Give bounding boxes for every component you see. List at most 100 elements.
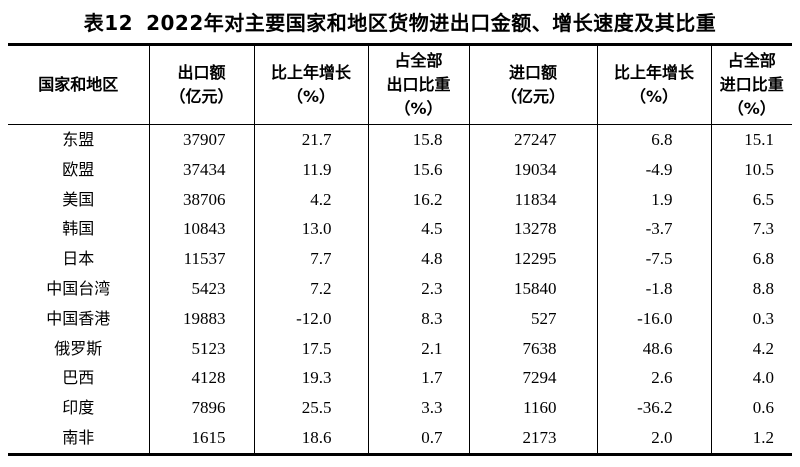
region-cell: 韩国	[8, 214, 150, 245]
import-amount-cell: 1160	[469, 393, 598, 423]
table-row: 欧盟 37434 11.9 15.6 19034 -4.9 10.5	[8, 154, 792, 185]
import-share-cell: 1.2	[752, 427, 774, 447]
table-row: 巴西 4128 19.3 1.7 7294 2.6 4.0	[8, 363, 792, 394]
import-share-cell: 10.5	[744, 159, 774, 179]
import-share-cell: 6.8	[752, 249, 774, 269]
data-table: 国家和地区 出口额 （亿元） 比上年增长 （%） 占全部 出口比重 （%） 进口…	[8, 43, 792, 456]
header-line: 占全部	[394, 51, 443, 70]
header-line: 比上年增长	[270, 63, 351, 82]
header-import-share: 占全部 进口比重 （%）	[711, 45, 792, 125]
import-share-cell: 0.3	[752, 308, 774, 328]
export-growth-cell: 17.5	[254, 333, 369, 364]
region-cell: 日本	[8, 244, 150, 274]
import-amount-cell: 13278	[469, 214, 598, 245]
region-cell: 印度	[8, 393, 150, 423]
export-amount-cell: 4128	[149, 363, 255, 394]
export-share-cell: 3.3	[368, 393, 470, 423]
export-amount-cell: 38706	[149, 184, 255, 215]
export-share-cell: 8.3	[368, 303, 470, 334]
header-line: 占全部	[727, 51, 776, 70]
import-amount-cell: 11834	[469, 184, 598, 215]
header-line: 比上年增长	[613, 63, 694, 82]
import-growth-cell: -4.9	[597, 154, 712, 185]
export-amount-cell: 1615	[149, 422, 255, 455]
table-row: 中国台湾 5423 7.2 2.3 15840 -1.8 8.8	[8, 273, 792, 304]
import-growth-cell: 6.8	[597, 124, 712, 155]
export-share-cell: 1.7	[368, 363, 470, 394]
export-share-cell: 2.1	[368, 333, 470, 364]
export-amount-cell: 5423	[149, 273, 255, 304]
export-share-cell: 4.5	[368, 214, 470, 245]
header-export-growth: 比上年增长 （%）	[254, 44, 369, 125]
export-share-cell: 15.8	[368, 124, 470, 155]
import-amount-cell: 7638	[469, 333, 598, 364]
import-growth-cell: 1.9	[597, 184, 712, 215]
region-cell: 南非	[8, 422, 150, 455]
import-amount-cell: 527	[469, 303, 598, 334]
export-growth-cell: 4.2	[254, 184, 369, 215]
export-share-cell: 0.7	[368, 422, 470, 455]
import-amount-cell: 15840	[469, 273, 598, 304]
export-amount-cell: 5123	[149, 333, 255, 364]
export-growth-cell: -12.0	[254, 303, 369, 334]
export-share-cell: 15.6	[368, 154, 470, 185]
import-amount-cell: 19034	[469, 154, 598, 185]
header-import-amount: 进口额 （亿元）	[469, 44, 598, 125]
region-cell: 中国香港	[8, 303, 150, 334]
import-share-cell: 8.8	[752, 278, 774, 298]
import-share-cell: 4.2	[752, 338, 774, 358]
header-export-share: 占全部 出口比重 （%）	[368, 44, 470, 125]
table-title: 2022年对主要国家和地区货物进出口金额、增长速度及其比重	[146, 11, 717, 35]
header-export-amount: 出口额 （亿元）	[149, 44, 255, 125]
import-growth-cell: -7.5	[597, 244, 712, 274]
import-amount-cell: 7294	[469, 363, 598, 394]
region-cell: 美国	[8, 184, 150, 215]
export-growth-cell: 21.7	[254, 124, 369, 155]
header-row: 国家和地区 出口额 （亿元） 比上年增长 （%） 占全部 出口比重 （%） 进口…	[8, 44, 792, 125]
header-line: （%）	[629, 87, 679, 106]
table-body: 东盟 37907 21.7 15.8 27247 6.8 15.1 欧盟 374…	[8, 124, 792, 455]
header-import-growth: 比上年增长 （%）	[597, 44, 712, 125]
header-line: （%）	[727, 99, 776, 118]
region-cell: 欧盟	[8, 154, 150, 185]
export-growth-cell: 11.9	[254, 154, 369, 185]
export-amount-cell: 10843	[149, 214, 255, 245]
import-growth-cell: -1.8	[597, 273, 712, 304]
import-share-cell: 4.0	[752, 368, 774, 388]
export-amount-cell: 37907	[149, 124, 255, 155]
header-line: 出口比重	[386, 75, 451, 94]
import-share-cell: 7.3	[752, 219, 774, 239]
export-growth-cell: 13.0	[254, 214, 369, 245]
import-growth-cell: -36.2	[597, 393, 712, 423]
table-row: 日本 11537 7.7 4.8 12295 -7.5 6.8	[8, 244, 792, 274]
table-row: 韩国 10843 13.0 4.5 13278 -3.7 7.3	[8, 214, 792, 245]
region-cell: 中国台湾	[8, 273, 150, 304]
import-amount-cell: 27247	[469, 124, 598, 155]
import-share-cell: 15.1	[744, 130, 774, 149]
table-row: 东盟 37907 21.7 15.8 27247 6.8 15.1	[8, 124, 792, 155]
import-share-cell: 6.5	[752, 189, 774, 209]
table-number: 表12	[83, 11, 134, 35]
import-amount-cell: 12295	[469, 244, 598, 274]
table-row: 中国香港 19883 -12.0 8.3 527 -16.0 0.3	[8, 303, 792, 334]
import-growth-cell: 48.6	[597, 333, 712, 364]
header-region: 国家和地区	[8, 44, 150, 125]
export-share-cell: 2.3	[368, 273, 470, 304]
export-amount-cell: 37434	[149, 154, 255, 185]
header-line: 出口额	[177, 63, 226, 82]
table-row: 俄罗斯 5123 17.5 2.1 7638 48.6 4.2	[8, 333, 792, 364]
export-growth-cell: 7.2	[254, 273, 369, 304]
export-growth-cell: 7.7	[254, 244, 369, 274]
export-growth-cell: 25.5	[254, 393, 369, 423]
region-cell: 东盟	[8, 124, 150, 155]
export-growth-cell: 19.3	[254, 363, 369, 394]
header-line: 国家和地区	[38, 75, 119, 94]
export-growth-cell: 18.6	[254, 422, 369, 455]
table-row: 南非 1615 18.6 0.7 2173 2.0 1.2	[8, 422, 792, 455]
header-line: （亿元）	[169, 87, 234, 106]
header-line: （%）	[286, 87, 336, 106]
import-growth-cell: 2.6	[597, 363, 712, 394]
region-cell: 巴西	[8, 363, 150, 394]
import-amount-cell: 2173	[469, 422, 598, 455]
